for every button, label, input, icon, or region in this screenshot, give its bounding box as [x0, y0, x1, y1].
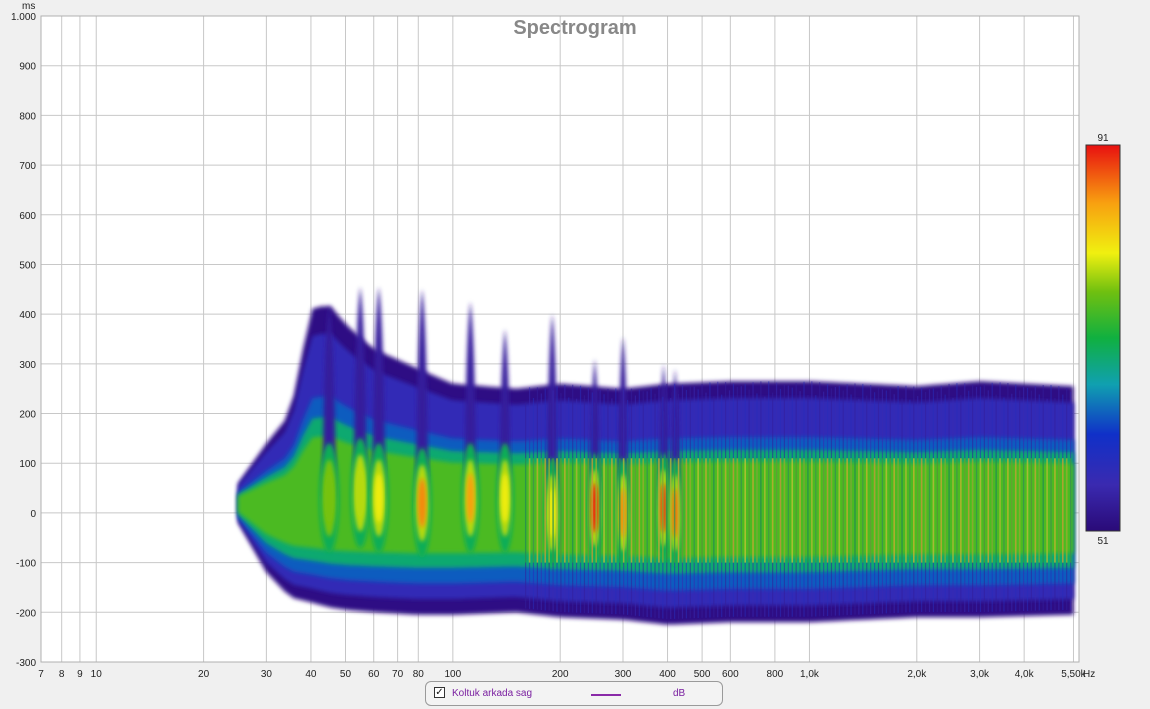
- x-tick-label: 50: [340, 669, 352, 680]
- x-tick-label: 8: [59, 669, 65, 680]
- y-tick-label: -100: [16, 559, 36, 570]
- peak-core: [501, 473, 509, 523]
- x-tick-label: 300: [615, 669, 632, 680]
- y-tick-label: -300: [16, 658, 36, 669]
- y-tick-label: 1.000: [11, 12, 36, 23]
- x-tick-label: 500: [694, 669, 711, 680]
- colorbar-min-label: 51: [1097, 536, 1109, 547]
- peak-core: [355, 468, 365, 518]
- colorbar: [1085, 144, 1121, 532]
- peak-core: [374, 473, 384, 523]
- legend-series-unit: dB: [673, 688, 686, 699]
- y-tick-label: -200: [16, 608, 36, 619]
- y-tick-label: 0: [30, 509, 36, 520]
- y-tick-label: 200: [19, 410, 36, 421]
- y-tick-label: 100: [19, 459, 36, 470]
- x-tick-label: 20: [198, 669, 210, 680]
- y-tick-label: 400: [19, 310, 36, 321]
- x-tick-label: 200: [552, 669, 569, 680]
- x-tick-label: 30: [261, 669, 273, 680]
- peak-core: [417, 478, 427, 528]
- legend-series-line: [591, 694, 621, 696]
- plot-frame: [40, 15, 1080, 663]
- x-tick-label: 100: [445, 669, 462, 680]
- peak-spike: [372, 286, 386, 499]
- y-tick-label: 900: [19, 62, 36, 73]
- x-tick-label: 800: [767, 669, 784, 680]
- peak-spike: [415, 289, 429, 503]
- x-tick-label: 7: [38, 669, 44, 680]
- x-tick-label: 80: [413, 669, 425, 680]
- x-tick-label: 3,0k: [970, 669, 990, 680]
- x-tick-label: 40: [305, 669, 317, 680]
- y-tick-label: 800: [19, 111, 36, 122]
- legend-series-name[interactable]: Koltuk arkada sag: [452, 688, 533, 699]
- x-tick-label: 70: [392, 669, 404, 680]
- y-tick-label: 300: [19, 360, 36, 371]
- x-axis: 7 8 9 10 20 30 40 50 60 70 80 100 200 300 400 500 600 800…: [38, 669, 1086, 680]
- legend: ✓ Koltuk arkada sag dB: [425, 681, 723, 706]
- spectrogram-surface: [238, 286, 1074, 625]
- x-tick-label: 2,0k: [907, 669, 927, 680]
- x-tick-label: 1,0k: [800, 669, 820, 680]
- x-tick-label: 60: [368, 669, 380, 680]
- y-tick-label: 600: [19, 211, 36, 222]
- legend-checkbox[interactable]: ✓: [434, 687, 445, 698]
- x-tick-label: 10: [91, 669, 103, 680]
- x-tick-label: 600: [722, 669, 739, 680]
- chart-title: Spectrogram: [513, 17, 636, 39]
- peak-core: [548, 488, 556, 538]
- colorbar-max-label: 91: [1097, 133, 1109, 144]
- x-tick-label: 4,0k: [1015, 669, 1035, 680]
- x-unit-label: Hz: [1083, 669, 1095, 680]
- y-tick-label: 700: [19, 161, 36, 172]
- peak-core: [324, 473, 334, 523]
- x-tick-label: 400: [659, 669, 676, 680]
- y-unit-label: ms: [22, 1, 35, 12]
- x-tick-label: 5,50k: [1061, 669, 1086, 680]
- y-axis: 1.000 900 800 700 600 500 400 300 200 100 0 -100 -20…: [11, 12, 36, 669]
- x-tick-label: 9: [77, 669, 83, 680]
- peak-core: [466, 473, 475, 523]
- y-tick-label: 500: [19, 260, 36, 271]
